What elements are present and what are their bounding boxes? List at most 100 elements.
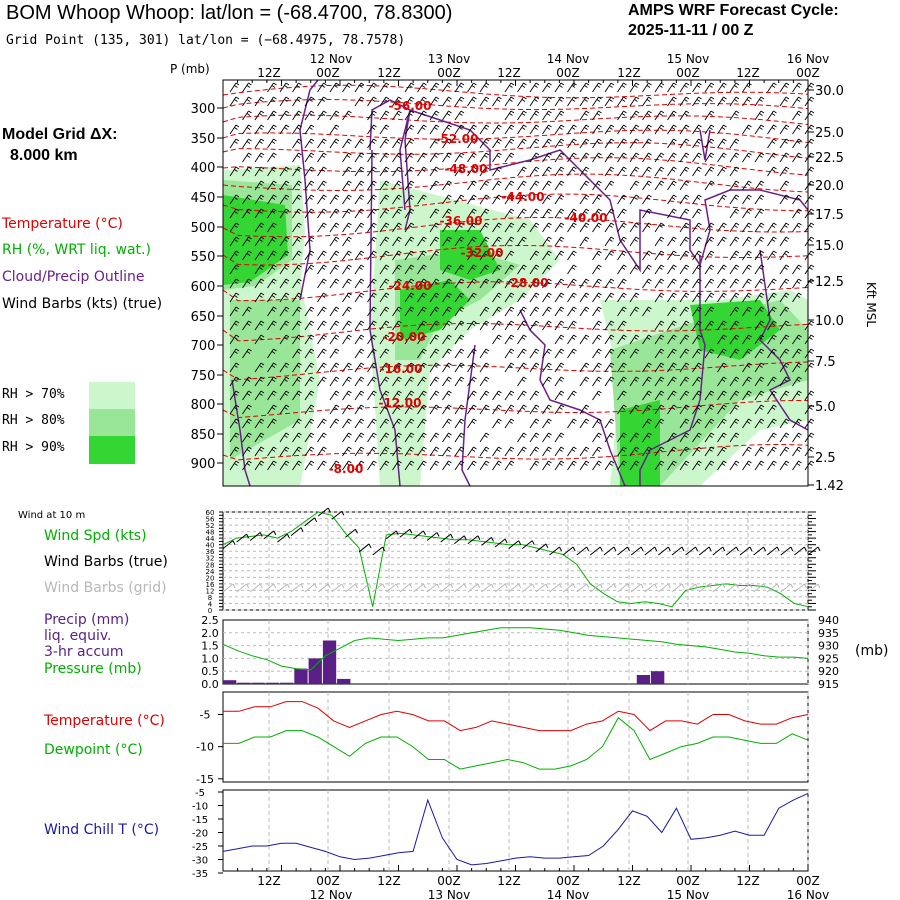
wind-barb: [529, 264, 540, 275]
pressure-tick-label: 400: [191, 161, 216, 176]
wind-barb: [392, 264, 402, 275]
date-label-top: 13 Nov: [428, 52, 471, 66]
wind-barb: [767, 292, 777, 303]
wind-barb: [367, 194, 377, 205]
wind-barb: [792, 138, 802, 149]
wind-barb: [754, 96, 765, 107]
date-label-top: 12 Nov: [310, 52, 353, 66]
wind-barb: [517, 194, 527, 205]
wind-barb: [304, 362, 315, 373]
wind-barb: [579, 124, 590, 135]
wind-barb: [717, 404, 727, 415]
precip-bar: [280, 682, 294, 684]
wind-barb: [692, 376, 702, 387]
wind-barb: [267, 292, 277, 303]
wind-barb: [354, 250, 365, 261]
wind-barb: [317, 376, 327, 387]
wind-barb: [567, 222, 577, 233]
wind-barb: [354, 180, 365, 191]
wind-barb: [667, 278, 677, 289]
wind-barb: [442, 376, 452, 387]
temperature-contour: [222, 173, 809, 193]
wind-barb: [667, 264, 677, 275]
wind-barb: [404, 180, 415, 191]
wind-barb: [379, 264, 390, 275]
wind-barb: [592, 250, 602, 261]
wind-barb: [292, 306, 302, 317]
wind-barb: [342, 222, 352, 233]
surface-wind-barb: [399, 528, 413, 538]
wind-barb: [317, 152, 327, 163]
hour-label-bottom: 12Z: [497, 874, 521, 888]
wind-barb: [704, 390, 715, 401]
wind-barb: [692, 320, 702, 331]
wind-barb: [417, 460, 427, 471]
wind-barb: [417, 110, 427, 121]
wind-barb: [379, 418, 390, 429]
wind-barb: [629, 138, 640, 149]
wind-barb: [304, 320, 315, 331]
wind-barb: [379, 152, 390, 163]
wind-speed-tick-label: 48: [206, 529, 215, 537]
wind-barb: [529, 348, 540, 359]
wind-barb: [267, 208, 277, 219]
wind-barb: [729, 222, 740, 233]
wind-barb: [554, 124, 565, 135]
wind-barb: [792, 96, 802, 107]
surface-wind-barb: [726, 546, 739, 556]
wind-barb: [804, 460, 815, 471]
wind-barb: [517, 96, 527, 107]
wind-barb: [467, 404, 477, 415]
wind-barb: [604, 278, 615, 289]
wind-barb: [479, 432, 490, 443]
wind-barb: [329, 236, 340, 247]
wind-barb: [404, 278, 415, 289]
wind-barb: [342, 446, 352, 457]
wind-barb: [754, 236, 765, 247]
wind-barb: [329, 348, 340, 359]
wind-barb: [492, 236, 502, 247]
hour-label-top: 12Z: [377, 66, 401, 80]
wind-barb: [704, 152, 715, 163]
wind-barb: [504, 460, 515, 471]
wind-barb: [267, 376, 277, 387]
wind-barb: [592, 124, 602, 135]
height-tick-label: 25.0: [815, 126, 844, 141]
wind-barb: [429, 96, 440, 107]
wind-barbs-grid-label: Wind Barbs (grid): [44, 580, 167, 596]
wind-barb: [654, 236, 665, 247]
wind-barb: [642, 96, 652, 107]
wind-barb: [717, 432, 727, 443]
wind-barb: [804, 82, 815, 93]
wind-barb: [554, 194, 565, 205]
precip-equiv-label: liq. equiv.: [44, 628, 112, 644]
wind-barb: [629, 110, 640, 121]
wind-barb: [267, 236, 277, 247]
wind-barb: [742, 236, 752, 247]
wind-barb: [367, 110, 377, 121]
wind-barb: [367, 390, 377, 401]
wind-barb: [567, 334, 577, 345]
wind-barb: [267, 138, 277, 149]
pressure-tick-label: 650: [191, 310, 216, 325]
wind-barb: [254, 390, 265, 401]
wind-barb: [367, 208, 377, 219]
wind-barb: [317, 334, 327, 345]
wind-barb: [542, 236, 552, 247]
wind-barb: [279, 376, 290, 387]
wind-barb: [329, 404, 340, 415]
grid-wind-barb: [331, 583, 345, 593]
wind-barb: [517, 390, 527, 401]
wind-barb: [367, 306, 377, 317]
wind-barb: [429, 180, 440, 191]
wind-barb: [604, 152, 615, 163]
wind-barb: [429, 362, 440, 373]
wind-barb: [517, 236, 527, 247]
wind-barb: [267, 460, 277, 471]
wind-barb: [304, 390, 315, 401]
wind-barb: [417, 152, 427, 163]
wind-barb: [754, 348, 765, 359]
wind-barb: [792, 208, 802, 219]
wind-barb: [429, 222, 440, 233]
grid-wind-barb: [807, 583, 821, 593]
